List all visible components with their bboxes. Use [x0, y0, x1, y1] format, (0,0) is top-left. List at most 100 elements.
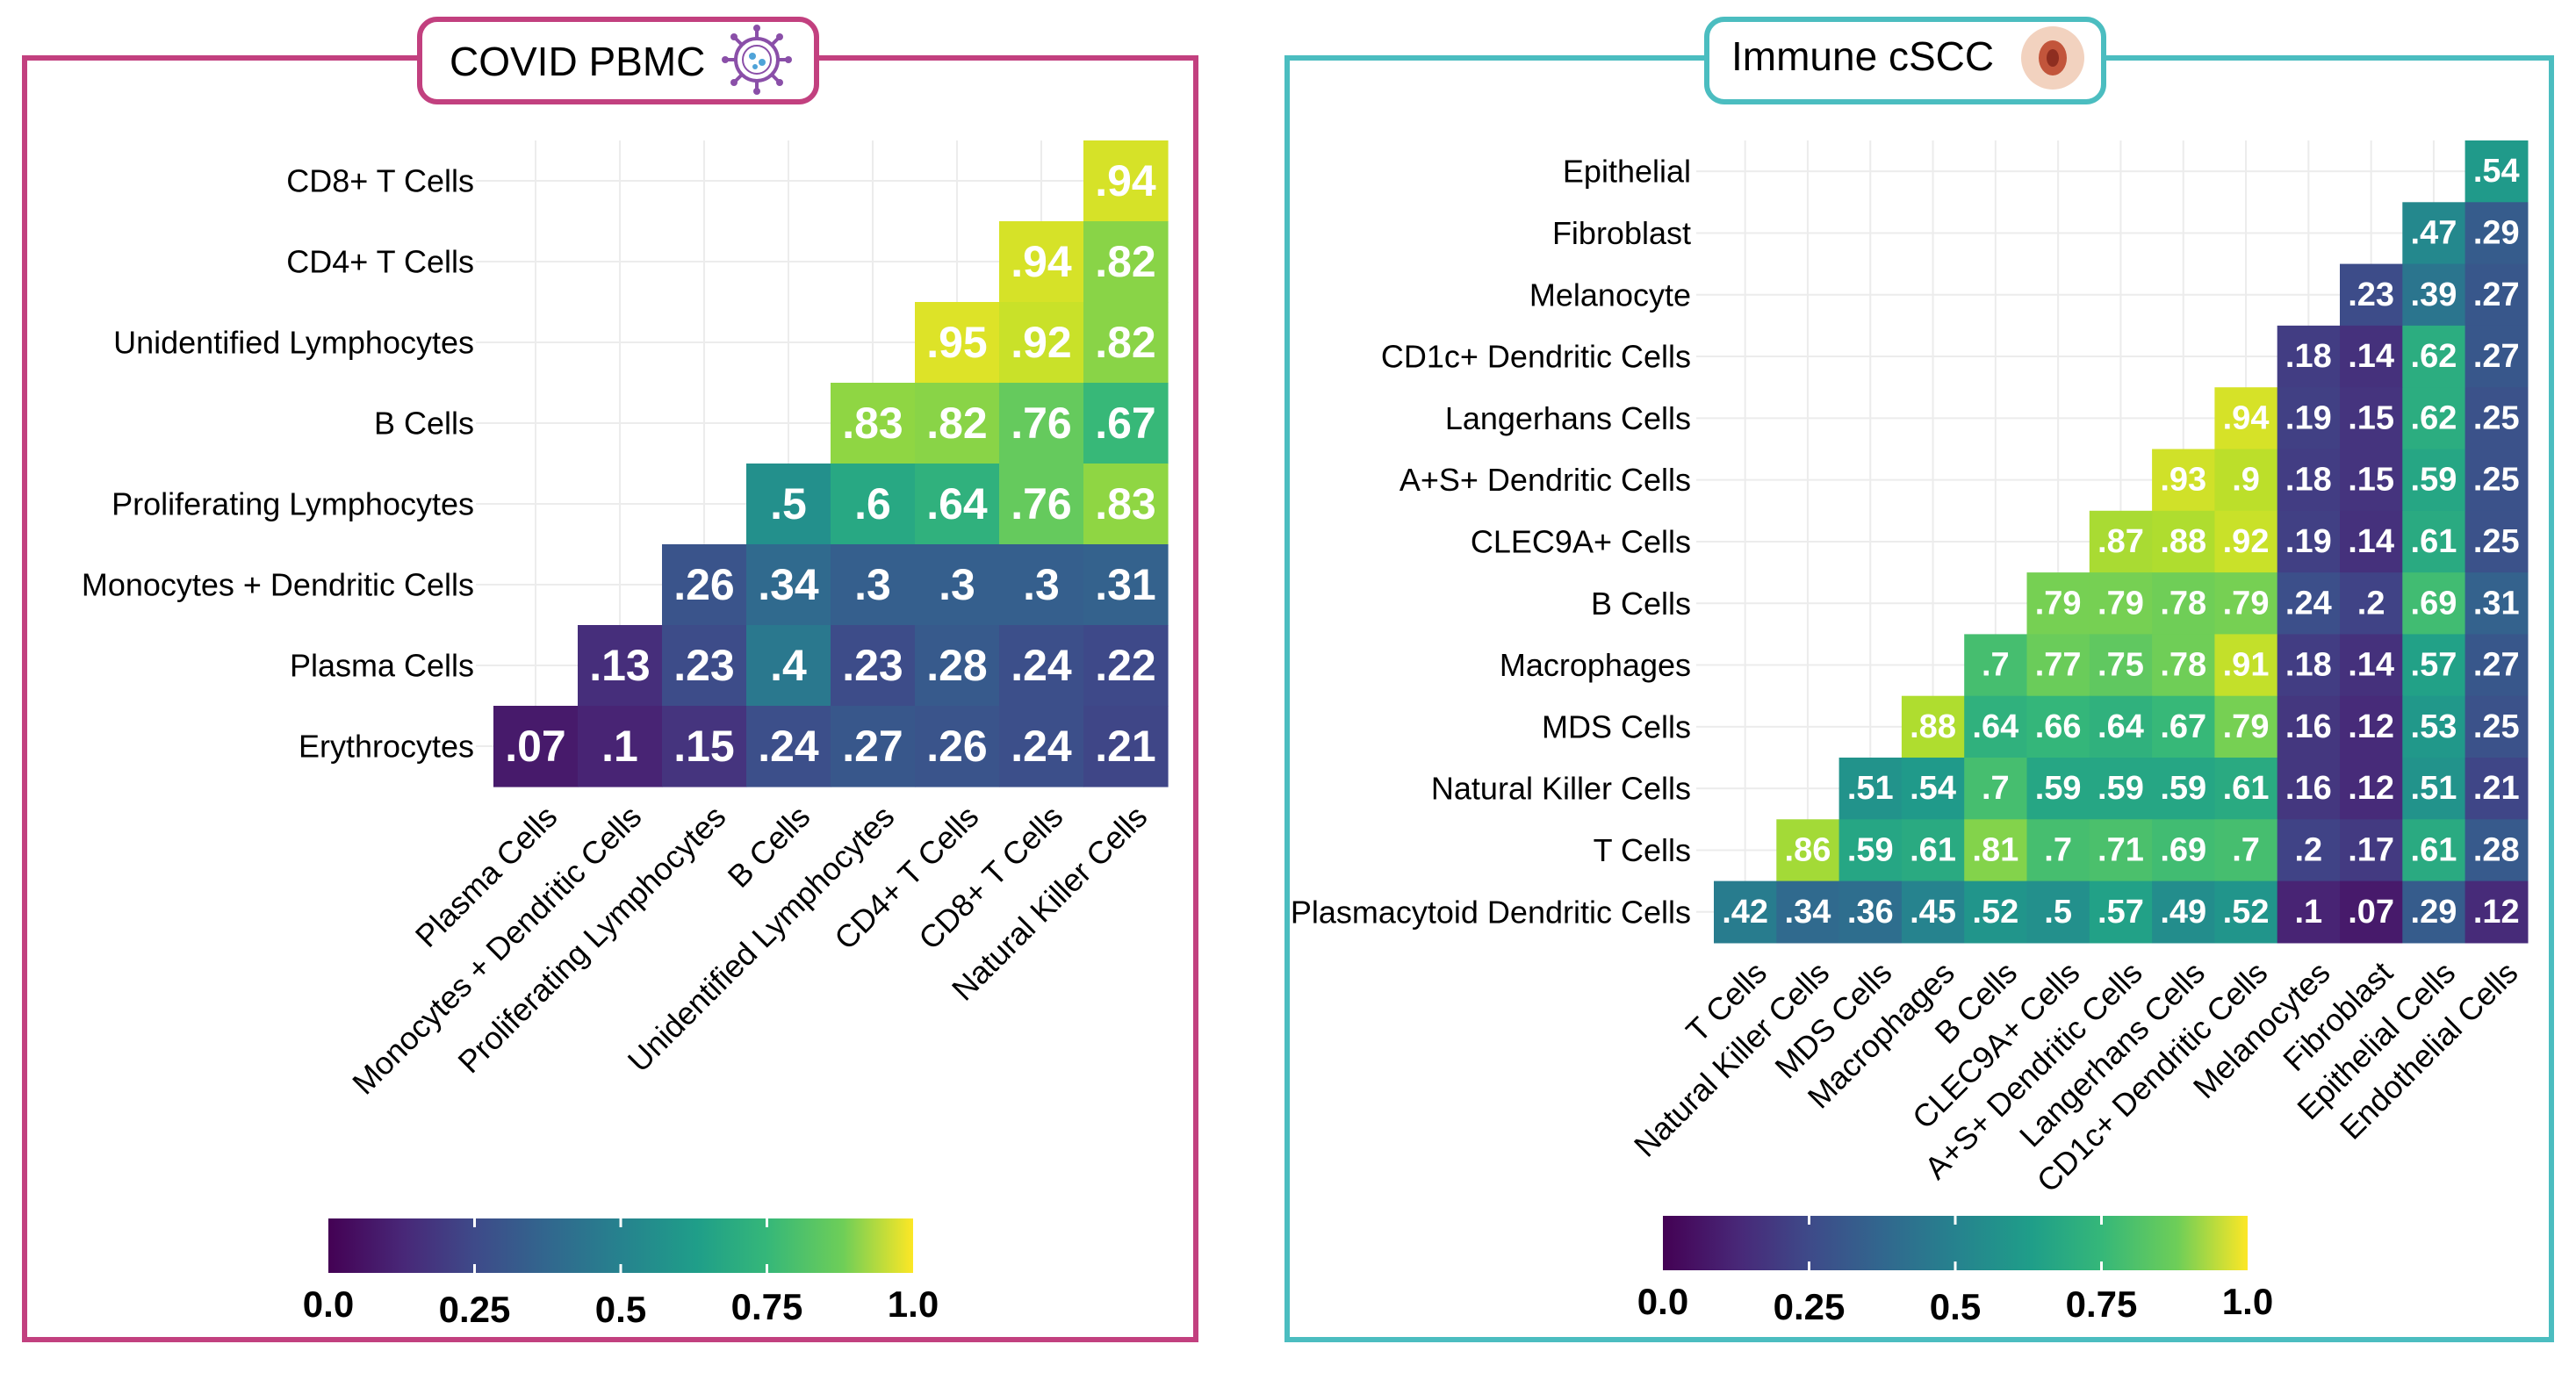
heatmap-cell	[831, 544, 916, 626]
row-label: Plasma Cells	[290, 648, 474, 684]
cell-value-label: .82	[1095, 237, 1156, 286]
heatmap-cell	[662, 544, 747, 626]
cell-value-label: .82	[1095, 318, 1156, 367]
cell-value-label: .2	[2294, 831, 2322, 868]
heatmap-cell	[999, 625, 1084, 707]
cell-value-label: .76	[1011, 399, 1072, 448]
cell-value-label: .17	[2348, 831, 2394, 868]
heatmap-cell	[1083, 544, 1169, 626]
heatmap-cell	[2340, 263, 2403, 327]
cell-value-label: .51	[1847, 770, 1894, 807]
cell-value-label: .42	[1722, 894, 1768, 931]
heatmap-cell	[2340, 819, 2403, 882]
cell-value-label: .54	[2473, 153, 2520, 190]
heatmap-cell	[999, 464, 1084, 545]
cell-value-label: .18	[2285, 647, 2332, 684]
cell-value-label: .61	[2411, 831, 2457, 868]
cell-value-label: .21	[1095, 722, 1156, 771]
cell-value-label: .47	[2411, 214, 2457, 251]
cell-value-label: .16	[2285, 708, 2332, 745]
heatmap-cell	[2402, 695, 2466, 758]
cell-value-label: .23	[842, 641, 903, 690]
heatmap-cell	[2464, 449, 2529, 512]
cell-value-label: .64	[1972, 708, 2018, 745]
cell-value-label: .3	[1023, 560, 1060, 609]
cell-value-label: .93	[2160, 462, 2206, 499]
heatmap-cell	[1838, 880, 1903, 944]
cell-value-label: .27	[2473, 647, 2520, 684]
cell-value-label: .1	[601, 722, 638, 771]
heatmap-cell	[999, 221, 1084, 303]
cell-value-label: .36	[1847, 894, 1894, 931]
heatmap-cell	[2340, 695, 2403, 758]
heatmap-cell	[578, 625, 663, 707]
virus-icon	[722, 25, 792, 95]
heatmap-cell	[2402, 572, 2466, 635]
cell-value-label: .53	[2411, 708, 2457, 745]
heatmap-cell	[2214, 387, 2278, 450]
heatmap-cell	[999, 383, 1084, 464]
cell-value-label: .31	[1095, 560, 1156, 609]
panel-title: Immune cSCC	[1731, 33, 1994, 79]
heatmap-cell	[2152, 819, 2215, 882]
cell-value-label: .59	[2035, 770, 2082, 807]
cell-value-label: .19	[2285, 523, 2332, 560]
heatmap-cell	[1901, 880, 1965, 944]
colorbar-tick-label: 0.25	[439, 1289, 511, 1330]
cell-value-label: .26	[926, 722, 988, 771]
heatmap-cell	[2402, 819, 2466, 882]
heatmap-cell	[2464, 819, 2529, 882]
row-label: Epithelial	[1563, 154, 1691, 190]
cell-value-label: .78	[2160, 647, 2206, 684]
colorbar-tick-label: 0.0	[1637, 1281, 1688, 1322]
cell-value-label: .6	[854, 479, 891, 528]
cell-value-label: .3	[939, 560, 975, 609]
heatmap-cell	[2214, 695, 2278, 758]
cell-value-label: .24	[2285, 585, 2332, 622]
cell-value-label: .7	[1982, 770, 2010, 807]
heatmap-cell	[915, 544, 1000, 626]
cell-value-label: .82	[926, 399, 988, 448]
heatmap-cell	[2026, 758, 2090, 820]
heatmap-cell	[2464, 202, 2529, 265]
row-label: Unidentified Lymphocytes	[113, 325, 474, 361]
cell-value-label: .61	[2223, 770, 2270, 807]
heatmap-cell	[2152, 634, 2215, 697]
row-label: A+S+ Dendritic Cells	[1400, 462, 1691, 498]
cell-value-label: .2	[2357, 585, 2385, 622]
cell-value-label: .12	[2473, 894, 2520, 931]
cell-value-label: .25	[2473, 523, 2520, 560]
heatmap-cell	[2277, 819, 2341, 882]
heatmap-cell	[2277, 758, 2341, 820]
cell-value-label: .67	[2160, 708, 2206, 745]
heatmap-cell	[2152, 695, 2215, 758]
cell-value-label: .92	[2223, 523, 2270, 560]
heatmap-cell	[831, 625, 916, 707]
heatmap-cell	[2089, 634, 2153, 697]
heatmap-cell	[1901, 819, 1965, 882]
heatmap-cell	[2464, 510, 2529, 573]
heatmap-cell	[2402, 510, 2466, 573]
heatmap-cell	[2277, 510, 2341, 573]
heatmap-cell	[2214, 819, 2278, 882]
cell-value-label: .34	[1785, 894, 1831, 931]
cell-value-label: .29	[2473, 214, 2520, 251]
cell-value-label: .14	[2348, 647, 2394, 684]
panel-title: COVID PBMC	[450, 39, 705, 84]
heatmap-cell	[662, 625, 747, 707]
heatmap-cell	[2214, 880, 2278, 944]
cell-value-label: .83	[1095, 479, 1156, 528]
heatmap-cell	[2402, 387, 2466, 450]
heatmap-cell	[1083, 706, 1169, 787]
heatmap-cell	[1901, 695, 1965, 758]
cell-value-label: .13	[589, 641, 651, 690]
heatmap-cell	[2402, 880, 2466, 944]
cell-value-label: .66	[2035, 708, 2082, 745]
row-label: CD1c+ Dendritic Cells	[1381, 339, 1691, 375]
cell-value-label: .39	[2411, 277, 2457, 313]
cell-value-label: .81	[1972, 831, 2018, 868]
heatmap-cell	[1964, 695, 2028, 758]
heatmap-cell	[2277, 449, 2341, 512]
heatmap-cell	[2152, 880, 2215, 944]
